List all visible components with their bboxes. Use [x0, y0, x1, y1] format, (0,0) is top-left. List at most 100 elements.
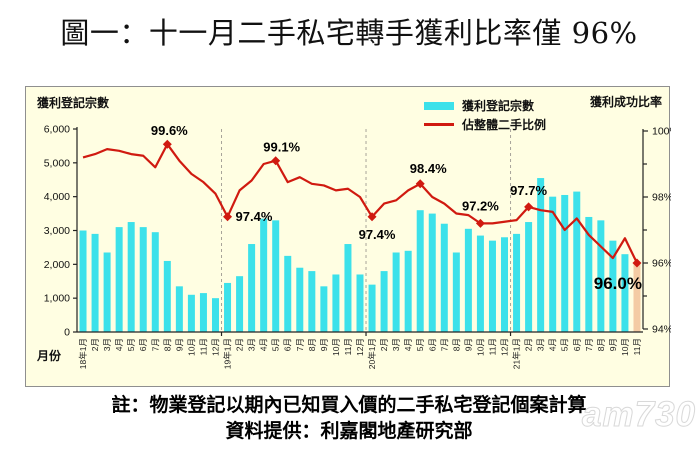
svg-text:10月: 10月: [331, 338, 341, 356]
bar-6月: [139, 227, 147, 332]
svg-text:3月: 3月: [391, 338, 401, 351]
bar-11月: [199, 293, 207, 332]
svg-text:2月: 2月: [524, 338, 534, 351]
x-axis-title: 月份: [37, 349, 62, 363]
bar-6月: [284, 255, 292, 332]
bar-10月: [476, 235, 484, 332]
right-axis-ticks: 100% 98% 96% 94%: [643, 126, 671, 336]
bar-8月: [308, 271, 316, 332]
bar-9月: [464, 228, 472, 332]
chart-panel: 6,000 5,000 4,000 3,000 2,000 1,000 0 100% 98% 96…: [25, 86, 671, 387]
annotation-98.4%: 98.4%: [410, 161, 447, 176]
svg-text:2,000: 2,000: [44, 259, 70, 271]
svg-text:100%: 100%: [652, 126, 671, 138]
bar-7月: [151, 232, 159, 332]
legend-label-line: 佔整體二手比例: [462, 118, 547, 132]
svg-text:7月: 7月: [150, 338, 160, 351]
svg-text:11月: 11月: [487, 338, 497, 355]
bar-11月: [488, 240, 496, 332]
bar-5月: [272, 220, 280, 332]
svg-text:11月: 11月: [198, 338, 208, 355]
bar-11月: [633, 262, 641, 332]
svg-text:19年1月: 19年1月: [223, 338, 233, 369]
bar-4月: [260, 218, 268, 332]
svg-text:12月: 12月: [500, 338, 510, 356]
svg-text:5月: 5月: [560, 338, 570, 351]
legend-item-line: 佔整體二手比例: [424, 115, 546, 134]
svg-text:6月: 6月: [572, 338, 582, 351]
line-marker-icon: [415, 179, 425, 189]
bar-12月: [356, 274, 364, 332]
watermark-am730: am730: [582, 395, 696, 435]
bar-7月: [440, 223, 448, 332]
svg-text:9月: 9月: [319, 338, 329, 351]
svg-text:10月: 10月: [620, 338, 630, 356]
svg-text:1,000: 1,000: [44, 293, 70, 305]
bar-8月: [163, 260, 171, 332]
bar-3月: [248, 244, 256, 332]
svg-text:2月: 2月: [90, 338, 100, 351]
line-series-swatch-icon: [424, 123, 454, 126]
bar-10月: [332, 274, 340, 332]
svg-text:3月: 3月: [536, 338, 546, 351]
left-axis-ticks: 6,000 5,000 4,000 3,000 2,000 1,000 0: [44, 124, 77, 339]
bar-7月: [296, 267, 304, 332]
note-line-2: 資料提供：利嘉閣地產研究部: [225, 420, 473, 442]
svg-text:10月: 10月: [475, 338, 485, 356]
bar-9月: [175, 286, 183, 332]
bar-10月: [187, 294, 195, 332]
line-marker-icon: [271, 156, 281, 166]
bar-9月: [320, 286, 328, 332]
bar-4月: [404, 250, 412, 332]
svg-text:6月: 6月: [427, 338, 437, 351]
bar-3月: [103, 252, 111, 332]
bar-5月: [416, 210, 424, 332]
svg-text:2月: 2月: [235, 338, 245, 351]
bar-20年1月: [368, 284, 376, 332]
bar-4月: [115, 227, 123, 332]
svg-text:3月: 3月: [102, 338, 112, 351]
svg-text:5月: 5月: [126, 338, 136, 351]
left-axis-title: 獲利登記宗數: [37, 96, 110, 110]
bar-12月: [501, 237, 509, 332]
svg-text:12月: 12月: [355, 338, 365, 356]
annotation-97.2%: 97.2%: [462, 198, 499, 213]
svg-text:8月: 8月: [596, 338, 606, 351]
svg-text:4月: 4月: [114, 338, 124, 351]
svg-text:98%: 98%: [652, 192, 671, 204]
svg-text:8月: 8月: [162, 338, 172, 351]
bar-10月: [621, 254, 629, 332]
bar-21年1月: [513, 233, 521, 332]
svg-text:7月: 7月: [295, 338, 305, 351]
bar-8月: [452, 252, 460, 332]
line-marker-icon: [524, 202, 534, 212]
combo-chart-svg: 6,000 5,000 4,000 3,000 2,000 1,000 0 100% 98% 96…: [44, 123, 671, 369]
svg-text:94%: 94%: [652, 324, 671, 336]
svg-text:3,000: 3,000: [44, 225, 70, 237]
svg-text:11月: 11月: [343, 338, 353, 355]
svg-text:5月: 5月: [271, 338, 281, 351]
svg-text:4,000: 4,000: [44, 191, 70, 203]
svg-text:6月: 6月: [138, 338, 148, 351]
bar-series-swatch-icon: [424, 101, 454, 110]
bar-2月: [380, 271, 388, 332]
legend-label-bars: 獲利登記宗數: [462, 99, 535, 113]
annotation-97.7%: 97.7%: [510, 183, 547, 198]
svg-text:3月: 3月: [247, 338, 257, 351]
bar-19年1月: [224, 282, 232, 332]
bar-2月: [525, 222, 533, 332]
svg-text:21年1月: 21年1月: [512, 338, 522, 369]
profit-ratio-line: [82, 143, 638, 264]
annotation-97.4%: 97.4%: [236, 209, 273, 224]
svg-text:8月: 8月: [451, 338, 461, 351]
bar-12月: [211, 298, 219, 332]
svg-text:6月: 6月: [283, 338, 293, 351]
svg-text:9月: 9月: [174, 338, 184, 351]
year-separators: [220, 129, 512, 336]
x-axis-labels: 18年1月 2月 3月 4月 5月 6月 7月 8月 9月 10月 11月 12月 19年1月 2月 3月 4…: [78, 338, 642, 369]
line-marker-icon: [223, 212, 233, 222]
line-marker-icon: [162, 139, 172, 149]
svg-text:4月: 4月: [259, 338, 269, 351]
svg-text:5月: 5月: [415, 338, 425, 351]
